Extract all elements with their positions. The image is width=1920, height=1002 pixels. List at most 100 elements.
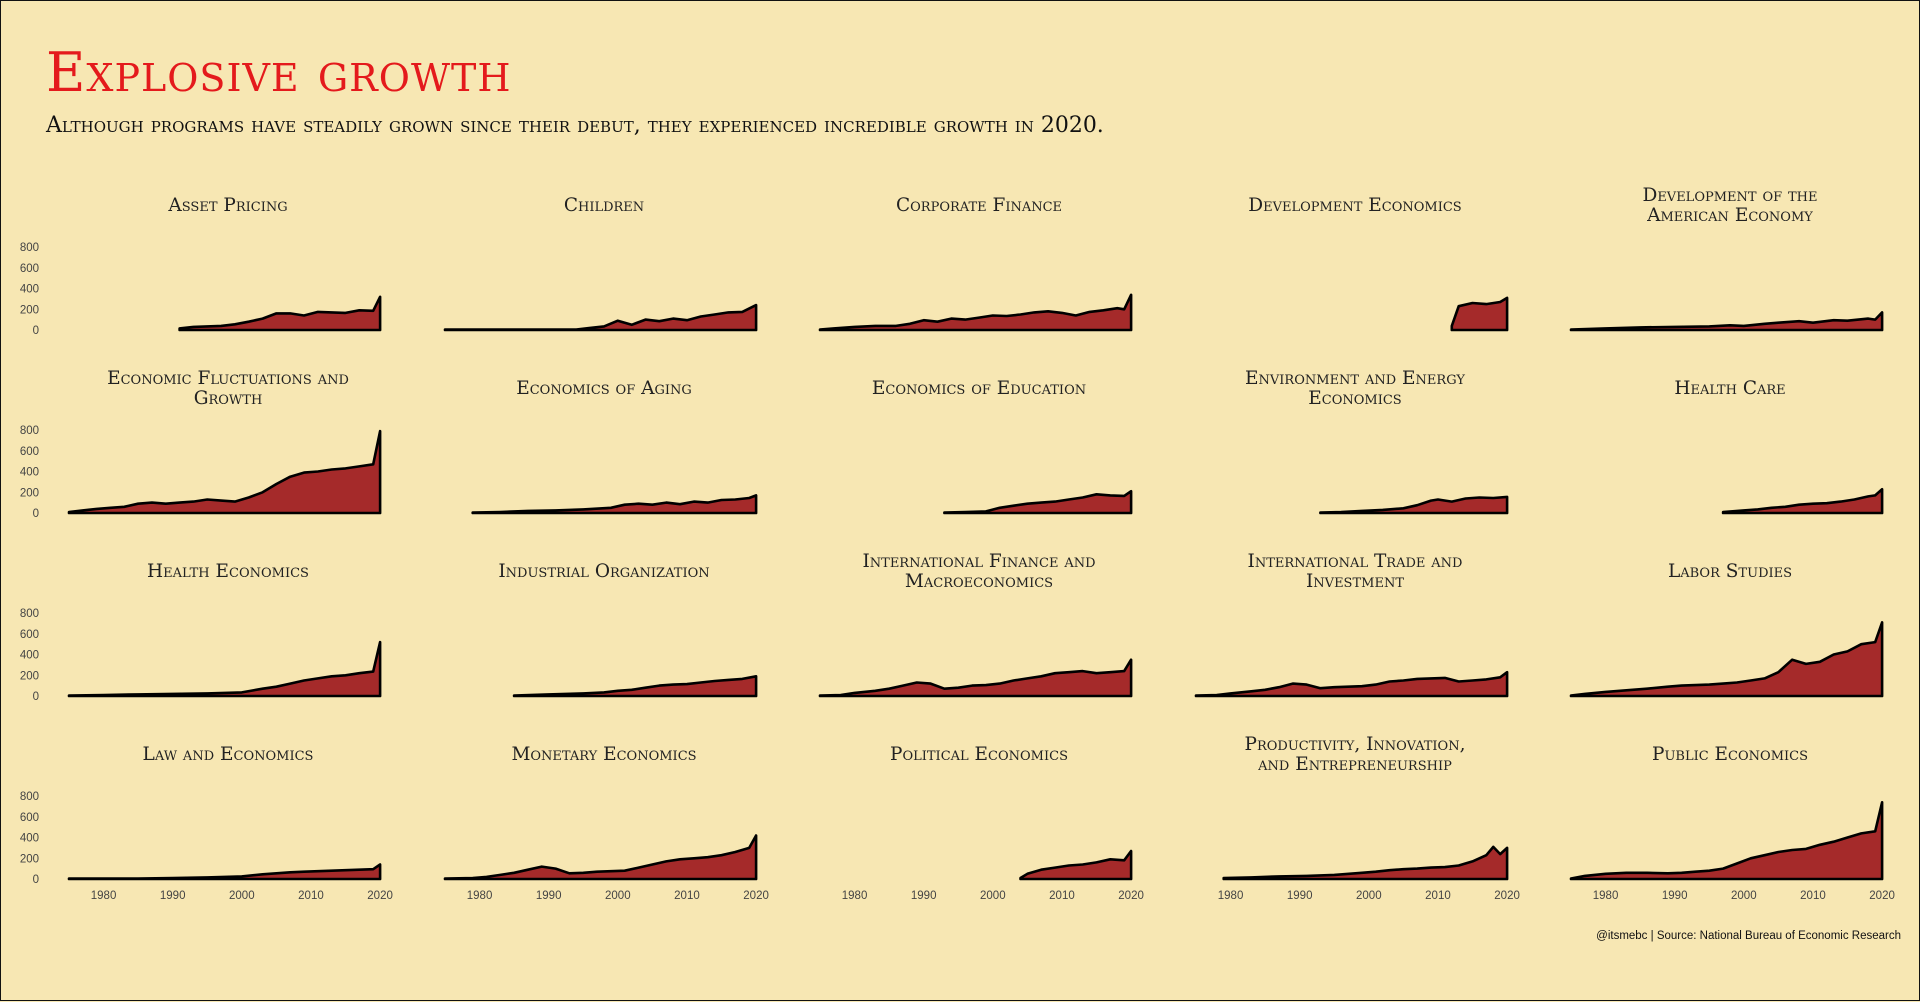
area-series [471, 494, 758, 515]
panel-title: Development of the American Economy [1642, 185, 1817, 226]
y-tick-label: 0 [33, 325, 39, 337]
area-series [512, 675, 758, 698]
x-tick-label: 1990 [536, 890, 562, 902]
panel-title: Children [564, 195, 644, 216]
x-tick-label: 2010 [674, 890, 700, 902]
x-tick-label: 1990 [160, 890, 186, 902]
panel: Economics of Aging [471, 378, 758, 515]
page-title: Explosive growth [46, 41, 512, 104]
area-series [178, 295, 382, 332]
panel-title: Corporate Finance [896, 195, 1062, 216]
x-tick-label: 2000 [229, 890, 255, 902]
y-tick-label: 0 [33, 508, 39, 520]
area-series [1019, 849, 1133, 881]
y-tick-label: 200 [20, 304, 39, 316]
x-tick-label: 2000 [980, 890, 1006, 902]
panel: Industrial Organization [498, 561, 758, 698]
x-tick-label: 2010 [1049, 890, 1075, 902]
area-series [443, 834, 758, 881]
panel: International Finance and Macroeconomics [818, 551, 1133, 698]
area-series [1194, 670, 1509, 698]
panel-title: Economic Fluctuations and Growth [107, 368, 349, 409]
y-tick-label: 800 [20, 242, 39, 254]
panel: Development Economics [1248, 195, 1509, 332]
y-tick-label: 600 [20, 446, 39, 458]
x-tick-label: 2010 [1800, 890, 1826, 902]
panel: Law and Economics [67, 744, 382, 881]
panel-title: International Trade and Investment [1248, 551, 1463, 592]
x-tick-label: 2020 [1494, 890, 1520, 902]
x-tick-label: 2020 [1869, 890, 1895, 902]
x-tick-label: 1990 [911, 890, 937, 902]
area-series [1569, 621, 1884, 698]
area-series [1569, 801, 1884, 881]
panel: Economics of Education [872, 378, 1133, 515]
x-tick-label: 2000 [1356, 890, 1382, 902]
panel-title: Monetary Economics [511, 744, 696, 765]
y-tick-label: 400 [20, 467, 39, 479]
x-tick-label: 2010 [298, 890, 324, 902]
panel-title: Economics of Education [872, 378, 1086, 399]
panel: Asset Pricing [167, 195, 382, 332]
area-series [1569, 311, 1884, 332]
panel-title: Political Economics [890, 744, 1068, 765]
panel-title: Health Care [1674, 378, 1785, 399]
y-tick-label: 200 [20, 853, 39, 865]
panel: Public Economics [1569, 744, 1884, 881]
panel: Monetary Economics [443, 744, 758, 881]
panel: Labor Studies [1569, 561, 1884, 698]
y-tick-label: 400 [20, 650, 39, 662]
x-tick-label: 2020 [367, 890, 393, 902]
area-series [443, 303, 758, 332]
y-tick-label: 0 [33, 691, 39, 703]
panel-title: Industrial Organization [498, 561, 709, 582]
x-tick-label: 2000 [1731, 890, 1757, 902]
panel-title: Environment and Energy Economics [1245, 368, 1465, 409]
y-tick-label: 0 [33, 874, 39, 886]
page-subtitle: Although programs have steadily grown si… [46, 113, 1104, 138]
area-series [1721, 487, 1884, 515]
x-tick-label: 2010 [1425, 890, 1451, 902]
x-tick-label: 1980 [1593, 890, 1619, 902]
y-tick-label: 800 [20, 791, 39, 803]
panel: Economic Fluctuations and Growth [67, 368, 382, 515]
panel: Health Care [1674, 378, 1884, 515]
panel-title: Labor Studies [1668, 561, 1792, 582]
area-series [67, 863, 382, 881]
x-tick-label: 2000 [605, 890, 631, 902]
y-tick-label: 200 [20, 670, 39, 682]
y-tick-label: 400 [20, 284, 39, 296]
area-series [943, 489, 1133, 515]
y-tick-label: 200 [20, 487, 39, 499]
x-tick-label: 1980 [91, 890, 117, 902]
panel: Corporate Finance [818, 195, 1133, 332]
x-tick-label: 2020 [743, 890, 769, 902]
x-tick-label: 1980 [467, 890, 493, 902]
panel-title: Asset Pricing [167, 195, 287, 216]
x-tick-label: 1980 [1218, 890, 1244, 902]
area-series [818, 293, 1133, 332]
area-series [1222, 845, 1509, 881]
panel: Children [443, 195, 758, 332]
panel: International Trade and Investment [1194, 551, 1509, 698]
x-tick-label: 1990 [1287, 890, 1313, 902]
x-tick-label: 2020 [1118, 890, 1144, 902]
area-series [67, 429, 382, 515]
y-tick-label: 600 [20, 629, 39, 641]
panel-title: Economics of Aging [516, 378, 692, 399]
x-tick-label: 1990 [1662, 890, 1688, 902]
area-series [818, 658, 1133, 698]
y-tick-label: 800 [20, 425, 39, 437]
panel-title: Development Economics [1248, 195, 1461, 216]
source-caption: @itsmebc | Source: National Bureau of Ec… [1596, 930, 1901, 942]
area-series [67, 640, 382, 698]
area-series [1450, 296, 1509, 332]
y-tick-label: 600 [20, 812, 39, 824]
y-tick-label: 600 [20, 263, 39, 275]
panel: Health Economics [67, 561, 382, 698]
panel-title: International Finance and Macroeconomics [862, 551, 1095, 592]
y-tick-label: 400 [20, 833, 39, 845]
panel: Development of the American Economy [1569, 185, 1884, 332]
panel-title: Law and Economics [143, 744, 314, 765]
